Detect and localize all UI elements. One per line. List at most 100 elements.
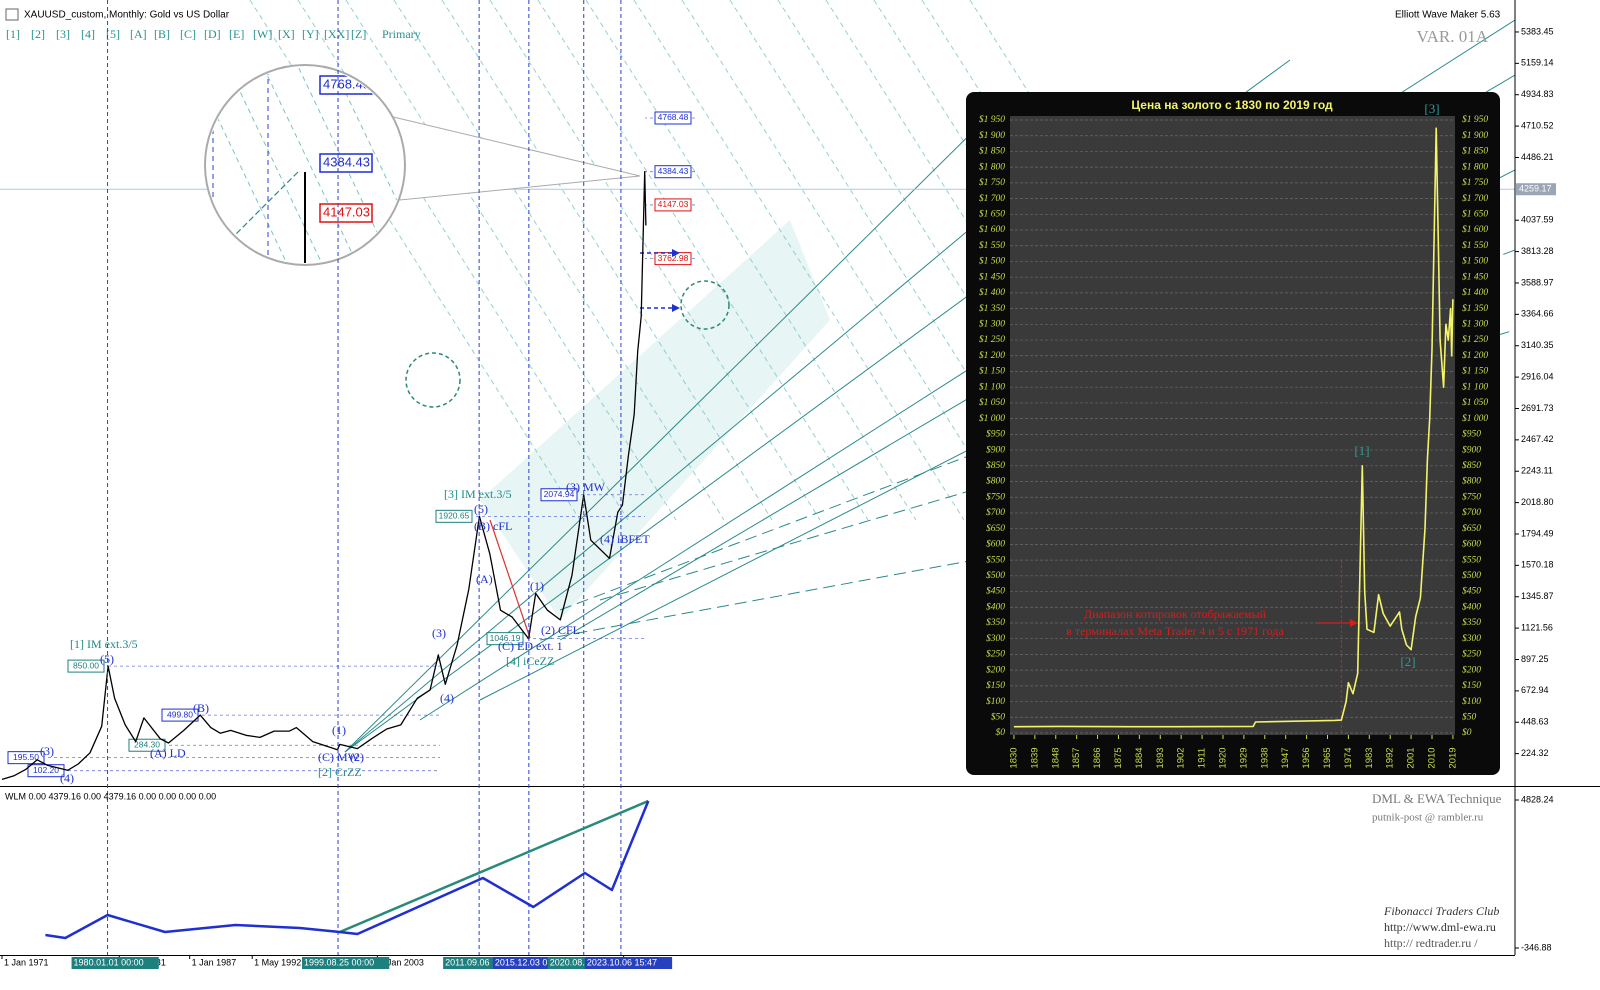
price-level-label: 850.00 (73, 660, 99, 670)
price-level-label: 4768.48 (658, 112, 689, 122)
time-cursor-label: 1999.08.25 00:00 (304, 957, 374, 967)
y-tick-label: $600 (1462, 539, 1481, 550)
y-tick-label: $150 (986, 680, 1005, 691)
y-tick-label: $1 250 (1462, 334, 1488, 345)
y-tick-label: $1 600 (1462, 224, 1488, 235)
y-tick-label: $100 (986, 696, 1005, 707)
y-tick-label: 1570.18 (1521, 560, 1554, 570)
x-tick-label: 2019 (1447, 747, 1458, 768)
price-level-label: 4384.43 (658, 166, 689, 176)
y-tick-label: $350 (986, 617, 1005, 628)
wave-label: (C) ED ext. 1 (498, 639, 563, 653)
y-tick-label: $650 (986, 523, 1005, 534)
y-tick-label: $1 450 (1462, 271, 1488, 282)
y-tick-label: $1 150 (979, 366, 1005, 377)
x-tick-label: 1830 (1008, 747, 1019, 768)
x-tick-label: 1893 (1155, 747, 1166, 768)
y-tick-label: 2467.42 (1521, 434, 1554, 444)
wave-label: (2) (350, 750, 364, 764)
wave-label: (3) (432, 626, 446, 640)
wave-label: (1) (332, 723, 346, 737)
wave-button[interactable]: [A] (130, 27, 147, 41)
inset-annotation: в терминалах Meta Trader 4 и 5 с 1971 го… (1066, 624, 1284, 638)
y-tick-label: $200 (1462, 664, 1481, 675)
price-level-label: 4147.03 (658, 199, 689, 209)
y-tick-label: $1 050 (979, 397, 1005, 408)
y-tick-label: $600 (986, 539, 1005, 550)
y-tick-label: 2916.04 (1521, 371, 1554, 381)
price-level-box (435, 509, 473, 523)
y-tick-label: $450 (986, 586, 1005, 597)
x-tick-label: 1 Jan 1971 (4, 957, 49, 967)
y-tick-label: $1 300 (979, 319, 1005, 330)
current-price-label: 4259.17 (1519, 184, 1552, 194)
x-tick-label: 1992 (1385, 747, 1396, 768)
window-title: XAUUSD_custom, Monthly: Gold vs US Dolla… (24, 10, 230, 21)
time-cursor-box (302, 957, 390, 969)
wave-button[interactable]: [D] (204, 27, 221, 41)
price-level-box (654, 165, 692, 179)
y-tick-label: $1 150 (1462, 366, 1488, 377)
y-tick-label: $900 (986, 444, 1005, 455)
y-tick-label: 1345.87 (1521, 591, 1554, 601)
y-tick-label: $1 300 (1462, 319, 1488, 330)
x-tick-label: 1848 (1050, 747, 1061, 768)
y-tick-label: $0 (996, 727, 1006, 738)
price-level-label: 1920.65 (439, 511, 470, 521)
y-tick-label: $50 (1462, 711, 1477, 722)
wave-button[interactable]: [X] (278, 27, 295, 41)
wave-button[interactable]: [4] (81, 27, 95, 41)
wave-button[interactable]: [E] (229, 27, 244, 41)
wave-line (489, 519, 531, 639)
price-level-box (67, 659, 105, 673)
wave-label: (5) (100, 652, 114, 666)
wave-button[interactable]: [B] (154, 27, 170, 41)
indicator-line (45, 800, 650, 940)
y-tick-label: 2243.11 (1521, 466, 1553, 476)
wave-button[interactable]: [XX] (324, 27, 349, 41)
x-tick-label: 1 Jan 1987 (192, 957, 237, 967)
y-tick-label: $850 (1462, 460, 1481, 471)
y-tick-label: 3588.97 (1521, 277, 1554, 287)
wave-button[interactable]: [1] (6, 27, 20, 41)
y-tick-label: $350 (1462, 617, 1481, 628)
time-cursor-box (443, 957, 500, 969)
y-tick-label: $1 350 (979, 303, 1005, 314)
wave-button[interactable]: [Z] (351, 27, 366, 41)
y-tick-label: $150 (1462, 680, 1481, 691)
price-level-label: 284.30 (134, 739, 160, 749)
y-tick-label: $450 (1462, 586, 1481, 597)
wave-button[interactable]: [W] (253, 27, 272, 41)
channel-line (539, 499, 1301, 641)
y-tick-label: $250 (1462, 649, 1481, 660)
wave-button[interactable]: [C] (180, 27, 196, 41)
x-tick-label: 1947 (1280, 747, 1291, 768)
y-tick-label: $950 (986, 429, 1005, 440)
inset-annotation: [3] (1424, 101, 1439, 116)
wave-button[interactable]: [5] (106, 27, 120, 41)
arrow-head (1350, 619, 1358, 627)
y-tick-label: $1 200 (1462, 350, 1488, 361)
y-tick-label: $100 (1462, 696, 1481, 707)
zoom-price-label: 4384.43 (323, 154, 370, 169)
fib-fan-line (345, 0, 677, 521)
x-tick-label: 1965 (1322, 747, 1333, 768)
time-cursor-label: 2015.12.03 0 (495, 957, 548, 967)
time-cursor-box (584, 957, 673, 969)
wave-button[interactable]: [Y] (302, 27, 319, 41)
y-tick-label: $1 500 (1462, 256, 1488, 267)
y-tick-label: $1 800 (979, 161, 1005, 172)
fib-fan-line (681, 0, 1013, 521)
wave-button[interactable]: [2] (31, 27, 45, 41)
wave-label: (B) cFL (474, 519, 512, 533)
x-tick-label: 1974 (1343, 747, 1354, 768)
x-tick-label: 1866 (1092, 747, 1103, 768)
y-tick-label: $500 (986, 570, 1005, 581)
y-tick-label: $1 450 (979, 271, 1005, 282)
y-tick-label: $1 050 (1462, 397, 1488, 408)
y-tick-label: $1 650 (979, 208, 1005, 219)
x-tick-label: 1929 (1238, 747, 1249, 768)
wave-button[interactable]: Primary (382, 27, 421, 41)
wave-button[interactable]: [3] (56, 27, 70, 41)
